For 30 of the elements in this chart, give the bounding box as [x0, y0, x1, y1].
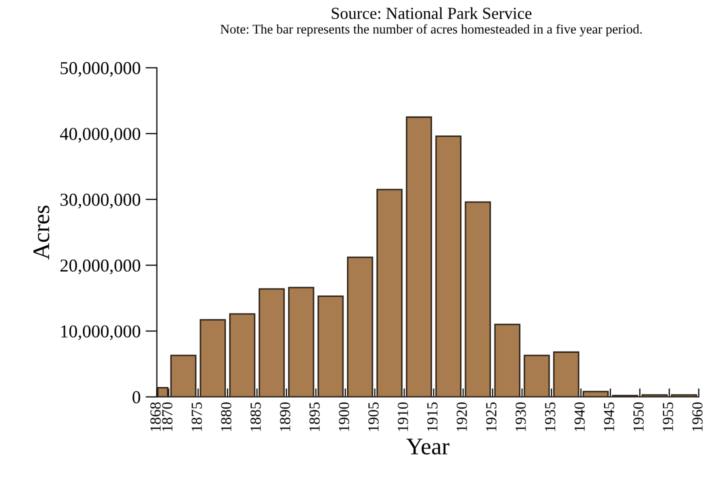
x-tick-label: 1930	[516, 402, 526, 431]
x-tick-label: 1915	[427, 402, 438, 431]
x-tick-label: 1895	[309, 402, 320, 431]
y-tick-label: 10,000,000	[61, 325, 140, 340]
x-tick-label: 1960	[692, 402, 703, 431]
y-tick-label: 0	[132, 391, 140, 404]
y-tick-label: 20,000,000	[60, 259, 140, 274]
x-tick-label: 1880	[221, 402, 232, 431]
x-tick-label: 1868	[150, 402, 161, 431]
x-tick-label: 1935	[545, 402, 556, 431]
x-tick-label: 1905	[368, 402, 379, 431]
x-tick-label: 1950	[633, 402, 644, 431]
x-tick-label: 1945	[604, 402, 614, 431]
x-tick-label: 1955	[662, 402, 674, 431]
y-tick-label: 30,000,000	[60, 194, 140, 208]
x-tick-label: 1925	[486, 402, 496, 431]
y-axis-title: Acres	[33, 206, 50, 260]
x-axis-title: Year	[406, 438, 450, 454]
source-note: Source: National Park Service	[332, 7, 532, 20]
y-tick-label: 50,000,000	[60, 62, 140, 77]
x-tick-label: 1920	[456, 402, 467, 431]
x-tick-label: 1885	[250, 402, 261, 431]
x-tick-label: 1910	[398, 402, 408, 431]
x-tick-label: 1875	[192, 402, 202, 431]
x-tick-label: 1900	[338, 402, 350, 431]
x-tick-label: 1890	[280, 402, 290, 431]
text: Note: The bar represents the number of acres homesteaded in a five year period.	[220, 24, 642, 36]
x-tick-label: 1940	[574, 402, 585, 431]
y-tick-label: 40,000,000	[60, 128, 140, 143]
x-tick-label: 1870	[162, 402, 172, 431]
